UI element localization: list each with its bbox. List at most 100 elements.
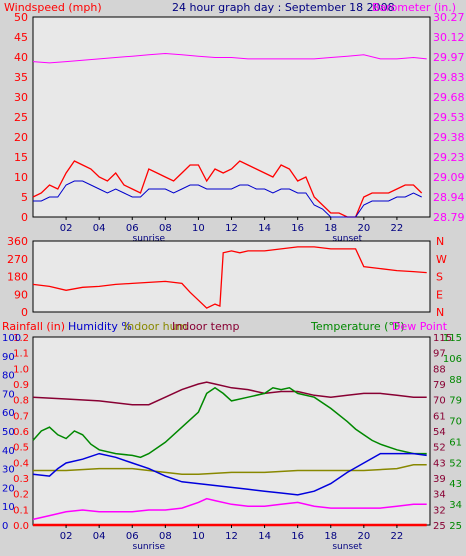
compass-tick-label: N: [436, 235, 444, 248]
rain-tick-label: 0.5: [13, 443, 29, 454]
barometer-tick-label: 29.09: [433, 171, 465, 184]
indoor-temp-label: Indoor temp: [172, 320, 239, 333]
rain-tick-label: 0.4: [13, 458, 29, 469]
windspeed-tick-label: 20: [14, 131, 28, 144]
humidity-tick-label: 90: [2, 352, 15, 363]
rain-tick-label: 1.0: [13, 364, 29, 375]
rain-tick-label: 0.8: [13, 396, 29, 407]
x-tick-label: 12: [225, 531, 238, 542]
temp-humidity-panel: Rainfall (in) Humidity % Indoor hum Indo…: [2, 320, 462, 552]
temp-x-axis: 02 04 06 08 10 12 14 16 18 20 22 sunrise sunset: [60, 525, 404, 552]
x-tick-label: 10: [192, 531, 205, 542]
temp-tick-label: 34: [433, 490, 446, 501]
humidity-tick-label: 30: [2, 465, 15, 476]
temperature-tick-label: 25: [449, 521, 462, 532]
compass-tick-label: W: [436, 253, 447, 266]
series-line-barometer-in-: [32, 52, 427, 64]
temperature-tick-label: 34: [449, 500, 462, 511]
humidity-tick-label: 0: [2, 521, 8, 532]
temp-tick-label: 39: [433, 474, 446, 485]
windspeed-tick-label: 15: [14, 151, 28, 164]
x-tick-label: 02: [60, 223, 73, 234]
x-tick-label: 20: [357, 531, 370, 542]
x-tick-label: 16: [291, 223, 304, 234]
barometer-tick-label: 30.12: [433, 31, 465, 44]
x-tick-label: 18: [324, 531, 337, 542]
direction-tick-label: 270: [7, 253, 28, 266]
direction-degree-ticks: 360 270 180 90 0: [7, 235, 28, 319]
series-line-windspeed-avg: [33, 180, 422, 218]
series-line-indoor-temp: [32, 381, 427, 406]
barometer-tick-label: 30.27: [433, 11, 465, 24]
x-tick-label: 18: [324, 223, 337, 234]
series-line-temperature-f-: [32, 386, 427, 459]
rainfall-label: Rainfall (in): [2, 320, 65, 333]
windspeed-tick-label: 10: [14, 171, 28, 184]
x-tick-label: 06: [126, 531, 139, 542]
x-tick-label: 14: [258, 223, 271, 234]
barometer-ticks: 30.27 30.12 29.97 29.83 29.68 29.53 29.38 29.23…: [433, 11, 465, 224]
x-tick-label: 22: [391, 531, 404, 542]
temperature-label: Temperature (°F): [310, 320, 405, 333]
temperature-tick-label: 106: [443, 354, 462, 365]
sunrise-marker: sunrise: [133, 234, 166, 244]
windspeed-tick-label: 45: [14, 31, 28, 44]
humidity-tick-label: 100: [2, 333, 21, 344]
humidity-tick-label: 60: [2, 408, 15, 419]
humidity-tick-label: 80: [2, 371, 15, 382]
barometer-tick-label: 29.53: [433, 111, 465, 124]
x-tick-label: 16: [291, 531, 304, 542]
x-tick-label: 14: [258, 531, 271, 542]
direction-plot-area: [32, 240, 431, 313]
windspeed-tick-label: 0: [21, 211, 28, 224]
compass-tick-label: E: [436, 288, 443, 301]
chart-title: 24 hour graph day : September 18 2008: [172, 1, 395, 14]
x-tick-label: 08: [159, 531, 172, 542]
direction-tick-label: 360: [7, 235, 28, 248]
temperature-tick-label: 70: [449, 417, 462, 428]
barometer-axis-label: Barometer (in.): [372, 1, 456, 14]
barometer-tick-label: 29.68: [433, 91, 465, 104]
series-line-humidity-: [32, 452, 427, 496]
barometer-tick-label: 29.83: [433, 71, 465, 84]
wind-plot-area: [32, 16, 431, 218]
temp-axes-ticks: 1.2 1.1 1.0 0.9 0.8 0.7 0.6 0.5 0.4 0.3 0.2 0.1 0.0 1…: [2, 333, 462, 532]
x-tick-label: 08: [159, 223, 172, 234]
barometer-tick-label: 28.79: [433, 211, 465, 224]
temp-tick-label: 25: [433, 521, 446, 532]
temp-tick-label: 52: [433, 443, 446, 454]
windspeed-tick-label: 5: [21, 191, 28, 204]
temp-tick-label: 54: [433, 427, 446, 438]
temp-tick-label: 97: [433, 349, 446, 360]
wind-baro-panel: Windspeed (mph) 24 hour graph day : Sept…: [4, 1, 465, 244]
windspeed-tick-label: 30: [14, 91, 28, 104]
x-tick-label: 20: [357, 223, 370, 234]
humidity-tick-label: 20: [2, 483, 15, 494]
x-tick-label: 12: [225, 223, 238, 234]
barometer-tick-label: 29.23: [433, 151, 465, 164]
x-tick-label: 06: [126, 223, 139, 234]
wind-x-axis: 02 04 06 08 10 12 14 16 18 20 22 sunrise sunset: [60, 217, 404, 244]
temperature-tick-label: 79: [449, 396, 462, 407]
x-tick-label: 22: [391, 223, 404, 234]
rain-tick-label: 0.1: [13, 505, 29, 516]
temperature-tick-label: 43: [449, 479, 462, 490]
temp-tick-label: 43: [433, 458, 446, 469]
wind-baro-series: [32, 52, 427, 218]
x-tick-label: 04: [93, 531, 106, 542]
temp-plot-area: [32, 336, 431, 526]
temperature-tick-label: 88: [449, 375, 462, 386]
compass-tick-label: S: [436, 271, 443, 284]
temperature-tick-label: 115: [443, 333, 462, 344]
series-line-windspeed-mph-: [32, 160, 423, 218]
sunset-marker: sunset: [332, 234, 362, 244]
temperature-tick-label: 52: [449, 458, 462, 469]
windspeed-tick-label: 40: [14, 51, 28, 64]
x-tick-label: 10: [192, 223, 205, 234]
rain-tick-label: 0.7: [13, 411, 29, 422]
x-tick-label: 02: [60, 531, 73, 542]
